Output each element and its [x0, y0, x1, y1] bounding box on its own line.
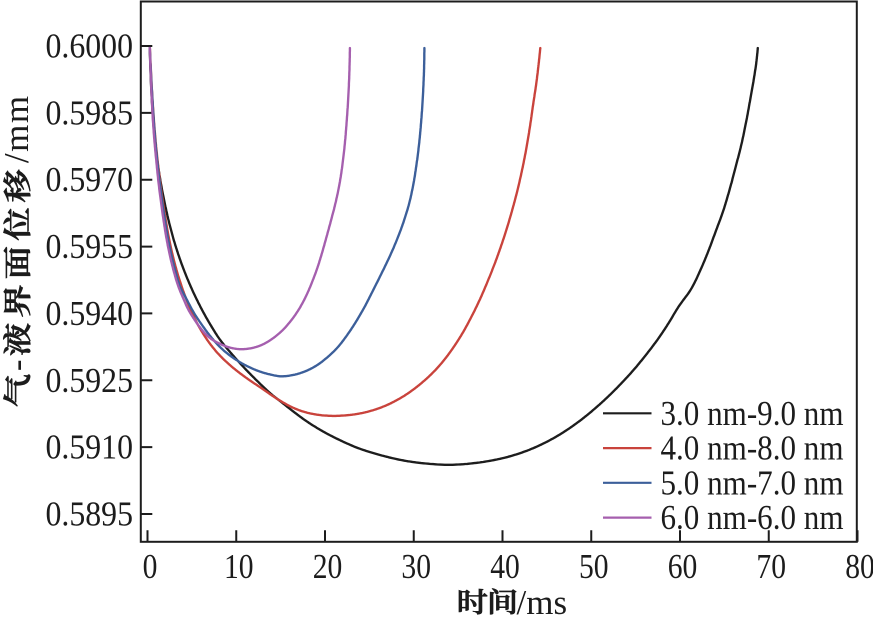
svg-text:-: - — [0, 359, 36, 371]
svg-text:0.6000: 0.6000 — [46, 27, 134, 66]
svg-text:0: 0 — [143, 547, 158, 586]
svg-text:0.5955: 0.5955 — [46, 227, 134, 266]
svg-text:60: 60 — [668, 547, 698, 586]
svg-text:0.5970: 0.5970 — [46, 160, 134, 199]
svg-text:10: 10 — [224, 547, 254, 586]
svg-text:0.5985: 0.5985 — [46, 93, 134, 132]
svg-text:3.0 nm-9.0 nm: 3.0 nm-9.0 nm — [661, 394, 844, 433]
svg-text:80: 80 — [845, 547, 873, 586]
svg-text:30: 30 — [401, 547, 431, 586]
svg-text:40: 40 — [490, 547, 520, 586]
svg-text:/ms: /ms — [517, 583, 568, 622]
svg-text:/mm: /mm — [0, 94, 36, 163]
svg-text:0.5910: 0.5910 — [46, 428, 134, 467]
svg-text:70: 70 — [756, 547, 786, 586]
svg-text:0.5940: 0.5940 — [46, 294, 134, 333]
svg-text:4.0 nm-8.0 nm: 4.0 nm-8.0 nm — [661, 429, 844, 468]
svg-text:0.5925: 0.5925 — [46, 361, 134, 400]
svg-text:20: 20 — [313, 547, 343, 586]
svg-text:5.0 nm-7.0 nm: 5.0 nm-7.0 nm — [661, 463, 844, 502]
svg-text:0.5895: 0.5895 — [46, 495, 134, 534]
svg-text:6.0 nm-6.0 nm: 6.0 nm-6.0 nm — [661, 498, 844, 537]
svg-text:50: 50 — [579, 547, 609, 586]
